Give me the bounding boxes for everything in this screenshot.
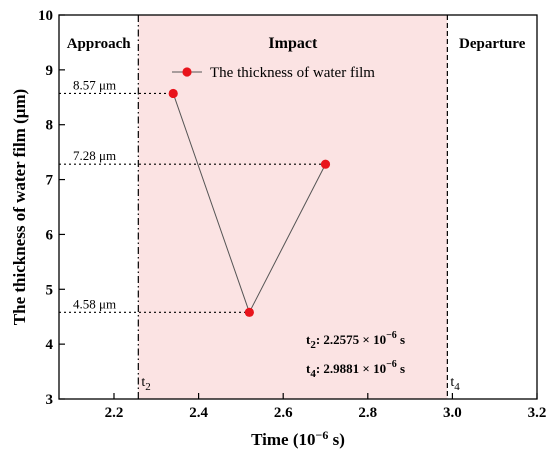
y-tick-label: 10 bbox=[38, 8, 53, 24]
x-tick-label: 2.2 bbox=[105, 405, 124, 421]
point-annotation: 8.57 μm bbox=[73, 77, 116, 92]
param-t2: t2: 2.2575 × 10−6 s bbox=[306, 330, 405, 351]
y-tick-label: 9 bbox=[46, 63, 54, 79]
region-label-approach: Approach bbox=[67, 36, 132, 52]
y-axis-title: The thickness of water film (μm) bbox=[10, 89, 29, 325]
x-tick-label: 2.6 bbox=[274, 405, 293, 421]
x-axis-title: Time (10−6 s) bbox=[251, 428, 345, 449]
plot-frame bbox=[58, 14, 538, 400]
point-annotation: 4.58 μm bbox=[73, 296, 116, 311]
marker-label-t2: t2 bbox=[141, 375, 150, 393]
x-tick-label: 3.2 bbox=[528, 405, 547, 421]
data-point bbox=[168, 88, 178, 99]
y-tick-label: 8 bbox=[46, 118, 54, 134]
y-tick-label: 4 bbox=[46, 337, 54, 353]
region-shade-impact bbox=[138, 15, 448, 399]
y-tick-label: 3 bbox=[46, 392, 54, 408]
region-label-departure: Departure bbox=[459, 36, 526, 52]
y-tick-label: 5 bbox=[46, 282, 54, 298]
param-t4: t4: 2.9881 × 10−6 s bbox=[306, 359, 405, 380]
y-tick-label: 7 bbox=[46, 173, 54, 189]
data-point bbox=[244, 307, 254, 317]
region-label-impact: Impact bbox=[268, 35, 318, 52]
data-point bbox=[320, 159, 331, 169]
y-tick-label: 6 bbox=[46, 227, 54, 243]
legend-marker bbox=[182, 67, 192, 77]
x-tick-label: 2.4 bbox=[189, 405, 208, 421]
x-tick-label: 2.8 bbox=[358, 405, 377, 421]
legend-label: The thickness of water film bbox=[210, 65, 375, 81]
x-tick-label: 3.0 bbox=[443, 405, 462, 421]
marker-label-t4: t4 bbox=[450, 375, 460, 393]
point-annotation: 7.28 μm bbox=[73, 148, 116, 163]
